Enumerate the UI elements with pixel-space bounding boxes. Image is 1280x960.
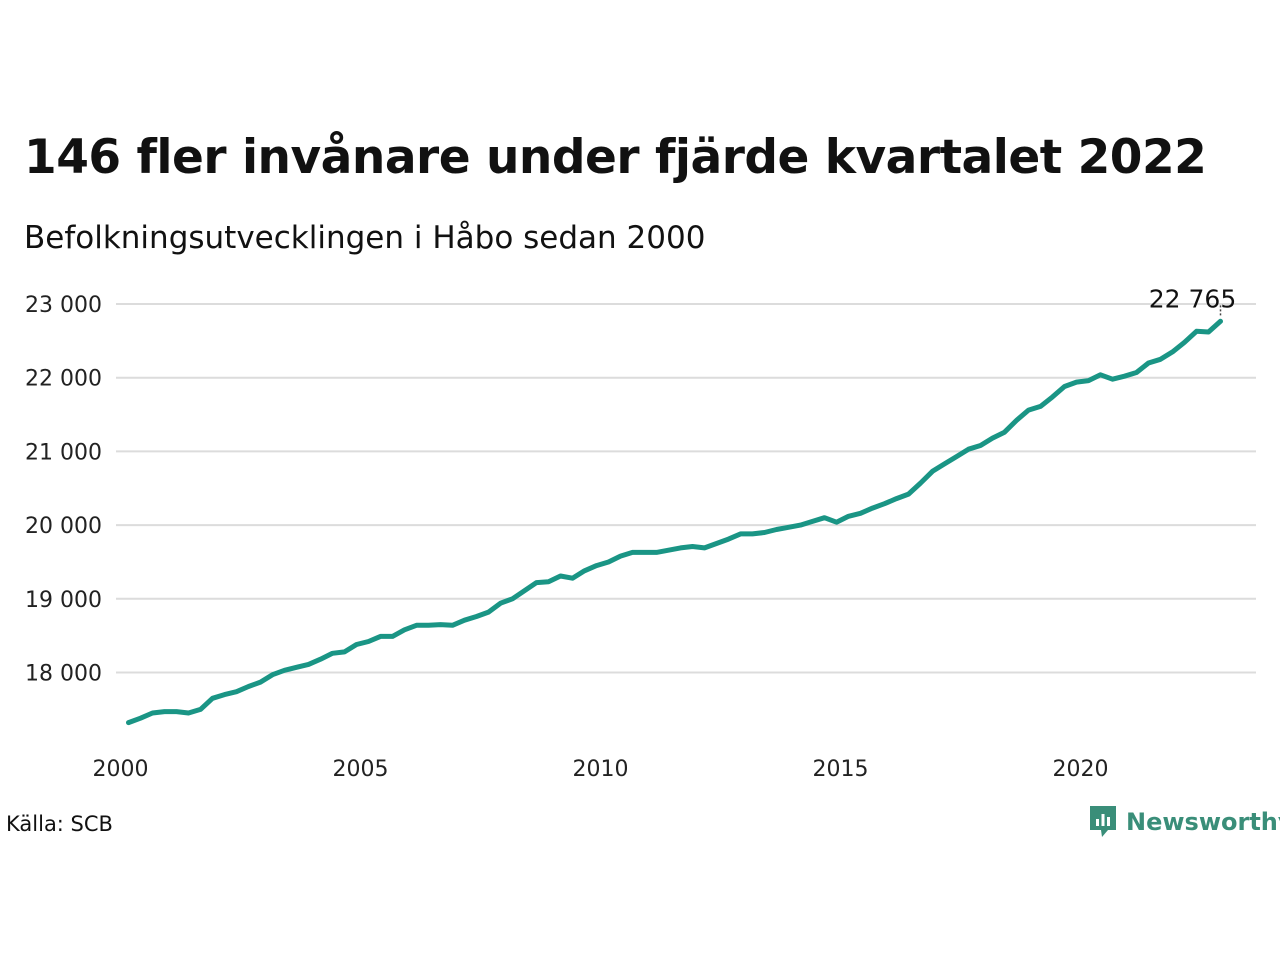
x-tick-label: 2005 — [333, 757, 389, 782]
brand-logo: Newsworthy — [1088, 804, 1280, 840]
chart-title: 146 fler invånare under fjärde kvartalet… — [24, 130, 1207, 185]
x-tick-label: 2015 — [813, 757, 869, 782]
y-axis: 18 000 19 000 20 000 21 000 22 000 23 000 — [25, 293, 102, 687]
newsworthy-logo-icon — [1090, 806, 1116, 837]
x-tick-label: 2000 — [93, 757, 149, 782]
end-value-label: 22 765 — [1149, 284, 1236, 313]
end-label-group: 22 765 — [1149, 284, 1236, 316]
chart-subtitle: Befolkningsutvecklingen i Håbo sedan 200… — [24, 220, 706, 256]
y-tick-label: 21 000 — [25, 440, 102, 465]
grid-lines — [116, 303, 1256, 674]
x-tick-label: 2010 — [573, 757, 629, 782]
y-tick-label: 18 000 — [25, 662, 102, 687]
x-tick-label: 2020 — [1053, 757, 1109, 782]
y-tick-label: 20 000 — [25, 514, 102, 539]
y-tick-label: 22 000 — [25, 367, 102, 392]
source-note: Källa: SCB — [6, 812, 113, 836]
brand-name: Newsworthy — [1126, 808, 1280, 836]
population-line — [126, 318, 1223, 726]
series-layer — [126, 318, 1223, 726]
x-axis: 2000 2005 2010 2015 2020 — [93, 757, 1109, 782]
y-tick-label: 23 000 — [25, 293, 102, 318]
y-tick-label: 19 000 — [25, 588, 102, 613]
